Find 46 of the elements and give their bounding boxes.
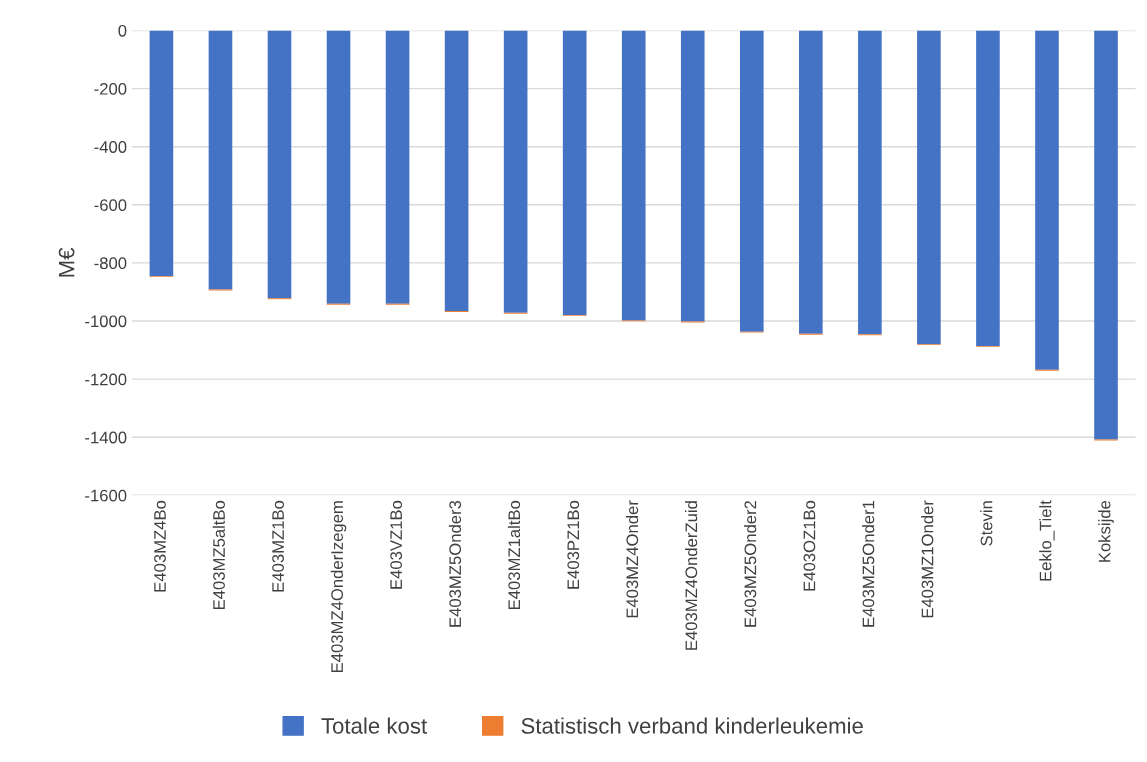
bar (621, 30, 646, 321)
y-axis-title: M€ (58, 247, 75, 277)
x-tick-label: Stevin (980, 501, 993, 546)
bar (799, 30, 823, 334)
legend-label: Totale kost (321, 717, 427, 734)
x-tick-label: E403OZ1Bo (803, 500, 816, 591)
bar (917, 30, 941, 345)
bar (444, 30, 469, 312)
x-tick-label: E403MZ1Onder (921, 500, 934, 618)
x-tick-label: E403VZ1Bo (390, 500, 403, 589)
y-tick-label: -200 (94, 82, 127, 95)
bar (680, 30, 705, 322)
bar (858, 30, 882, 335)
y-tick-label: -1200 (85, 373, 127, 386)
bar (267, 30, 292, 299)
x-tick-label: E403MZ5Onder2 (744, 500, 757, 627)
x-tick-label: E403MZ1altBo (507, 500, 521, 610)
y-tick-label: 0 (118, 24, 127, 37)
x-tick-label: Eeklo_Tielt (1039, 500, 1055, 581)
y-tick-label: -1000 (85, 315, 127, 328)
x-tick-label: E403MZ4Onder (625, 500, 639, 618)
bar (562, 30, 587, 315)
bar (739, 30, 764, 332)
legend-label: Statistisch verband kinderleukemie (521, 717, 863, 734)
bar (385, 30, 410, 304)
bar (1035, 30, 1059, 370)
x-tick-label: E403MZ4OnderZuid (684, 501, 698, 650)
bar (149, 30, 174, 276)
bar (1094, 30, 1118, 440)
y-tick-label: -600 (94, 199, 127, 211)
y-tick-label: -1600 (85, 489, 127, 502)
bar (208, 30, 233, 290)
x-tick-label: E403PZ1Bo (567, 500, 580, 589)
bar (976, 30, 1000, 346)
x-tick-label: E403MZ5Onder3 (448, 500, 462, 627)
x-tick-label: E403MZ4OnderIzegem (330, 501, 347, 673)
x-tick-label: E403MZ4Bo (154, 500, 166, 592)
x-tick-label: E403MZ5Onder1 (862, 500, 875, 627)
y-tick-label: -800 (94, 257, 127, 270)
x-tick-label: E403MZ1Bo (272, 500, 284, 592)
y-tick-label: -400 (94, 141, 127, 153)
x-tick-label: E403MZ5altBo (212, 500, 225, 610)
bar (326, 30, 351, 304)
x-tick-label: Koksijde (1098, 500, 1114, 562)
y-tick-label: -1400 (85, 431, 127, 444)
bar (503, 30, 528, 313)
